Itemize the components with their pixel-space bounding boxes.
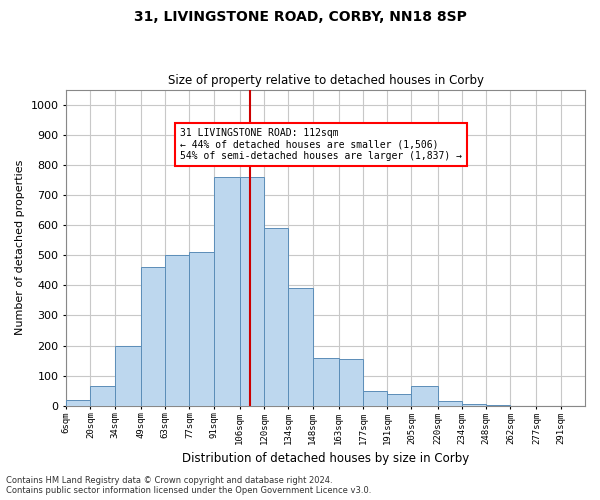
- Bar: [264, 228, 288, 406]
- Bar: [338, 359, 363, 406]
- Bar: [141, 268, 165, 406]
- Bar: [66, 400, 91, 406]
- Bar: [240, 177, 264, 406]
- X-axis label: Distribution of detached houses by size in Corby: Distribution of detached houses by size …: [182, 452, 469, 465]
- Title: Size of property relative to detached houses in Corby: Size of property relative to detached ho…: [167, 74, 484, 87]
- Bar: [313, 358, 338, 406]
- Bar: [165, 255, 190, 406]
- Bar: [412, 386, 437, 406]
- Bar: [91, 386, 115, 406]
- Bar: [363, 391, 387, 406]
- Text: 31, LIVINGSTONE ROAD, CORBY, NN18 8SP: 31, LIVINGSTONE ROAD, CORBY, NN18 8SP: [134, 10, 466, 24]
- Bar: [288, 288, 313, 406]
- Y-axis label: Number of detached properties: Number of detached properties: [15, 160, 25, 336]
- Bar: [387, 394, 412, 406]
- Bar: [115, 346, 141, 406]
- Bar: [214, 177, 240, 406]
- Bar: [190, 252, 214, 406]
- Text: Contains HM Land Registry data © Crown copyright and database right 2024.
Contai: Contains HM Land Registry data © Crown c…: [6, 476, 371, 495]
- Text: 31 LIVINGSTONE ROAD: 112sqm
← 44% of detached houses are smaller (1,506)
54% of : 31 LIVINGSTONE ROAD: 112sqm ← 44% of det…: [181, 128, 463, 160]
- Bar: [437, 402, 462, 406]
- Bar: [462, 404, 486, 406]
